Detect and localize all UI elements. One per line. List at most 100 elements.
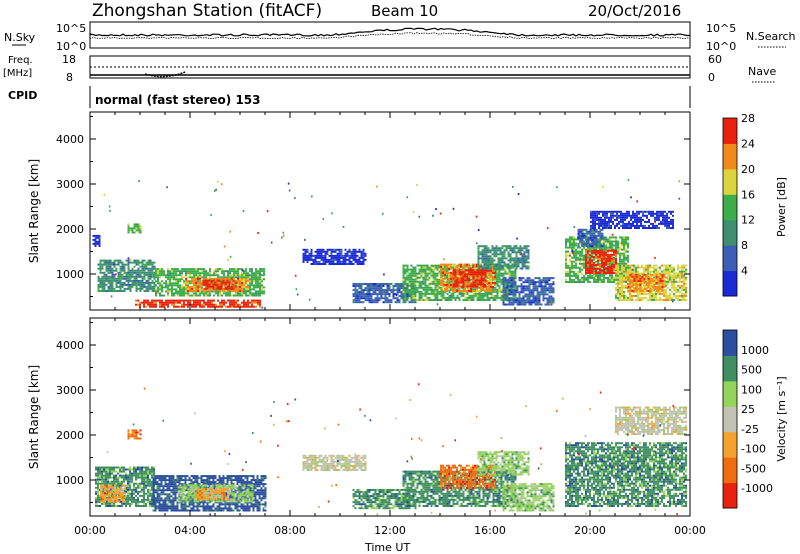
power-region xyxy=(477,245,530,270)
colorbar-tick-label: 100 xyxy=(741,383,762,396)
power-region xyxy=(97,259,156,292)
colorbar-segment xyxy=(723,270,737,297)
colorbar-tick-label: 500 xyxy=(741,364,762,377)
x-tick-label: 08:00 xyxy=(274,524,306,537)
colorbar-tick-label: 20 xyxy=(741,163,755,176)
nsky-label: N.Sky xyxy=(4,31,36,44)
power-region xyxy=(135,299,261,308)
nsky-line xyxy=(89,27,691,37)
colorbar-frame xyxy=(722,329,738,509)
rti-panels: 1000 2000 3000 4000 Slant Range [km] 4 8 12 16 20… xyxy=(27,111,788,537)
colorbar-title: Power [dB] xyxy=(775,177,788,237)
colorbar-tick-label: 1000 xyxy=(741,344,769,357)
colorbar-segment xyxy=(723,482,737,509)
y-tick-label: 1000 xyxy=(56,474,84,487)
y-tick-label: 2000 xyxy=(56,223,84,236)
beam-label: Beam 10 xyxy=(371,2,438,20)
colorbar-segment xyxy=(723,330,737,356)
y-tick-label: 4000 xyxy=(56,133,84,146)
colorbar-tick-label: 4 xyxy=(741,265,748,278)
y-tick-label: 2000 xyxy=(56,429,84,442)
nsky-tick-low: 10^0 xyxy=(56,40,86,53)
nsearch-tick-low: 10^0 xyxy=(706,40,736,53)
colorbar-segment xyxy=(723,457,737,484)
velocity-data xyxy=(95,383,687,516)
freq-dip xyxy=(144,71,186,78)
velocity-region xyxy=(565,442,687,507)
power-region xyxy=(452,269,487,288)
colorbar-segment xyxy=(723,168,737,195)
colorbar-title: Velocity [m s⁻¹] xyxy=(775,376,788,461)
velocity-scatter xyxy=(104,383,678,516)
freq-trace xyxy=(90,66,690,78)
nave-label: Nave xyxy=(748,65,776,78)
colorbar-segment xyxy=(723,406,737,433)
y-axis-title: Slant Range [km] xyxy=(27,365,41,469)
x-tick-label: 00:00 xyxy=(674,524,706,537)
velocity-region xyxy=(615,406,687,435)
colorbar-segment xyxy=(723,380,737,407)
colorbar-tick-label: 16 xyxy=(741,188,755,201)
power-region xyxy=(577,228,604,247)
colorbar-tick-label: 12 xyxy=(741,214,755,227)
power-region xyxy=(590,210,674,229)
nsky-trace xyxy=(89,27,691,40)
colorbar-tick-label: 25 xyxy=(741,403,755,416)
power-region xyxy=(627,273,666,292)
velocity-colorbar: 1000 500 100 25 -25 -100 -500 -1000 Velocity [m … xyxy=(722,329,788,509)
freq-label: Freq. xyxy=(8,55,33,66)
power-region xyxy=(127,223,142,234)
velocity-region xyxy=(502,483,555,512)
velocity-panel: 1000 2000 3000 4000 00:00 04:00 08:00 12:00 16:0… xyxy=(27,317,788,537)
colorbar-segment xyxy=(723,118,737,144)
colorbar-tick-label: -100 xyxy=(741,443,766,456)
nsearch-label: N.Search xyxy=(746,30,796,43)
station-title: Zhongshan Station (fitACF) xyxy=(92,1,322,21)
cpid-mode: normal (fast stereo) 153 xyxy=(95,93,261,107)
colorbar-segment xyxy=(723,431,737,458)
velocity-region xyxy=(100,484,126,503)
velocity-region xyxy=(127,429,142,440)
x-axis-title: Time UT xyxy=(364,541,410,554)
nsearch-tick-high: 10^5 xyxy=(706,22,736,35)
velocity-region xyxy=(302,454,367,471)
colorbar-tick-label: 28 xyxy=(741,112,755,125)
colorbar-segment xyxy=(723,219,737,246)
power-scatter xyxy=(103,179,681,309)
colorbar-tick-label: -500 xyxy=(741,462,766,475)
x-tick-label: 20:00 xyxy=(574,524,606,537)
power-panel: 1000 2000 3000 4000 Slant Range [km] 4 8 12 16 20… xyxy=(27,111,788,311)
x-tick-label: 04:00 xyxy=(174,524,206,537)
x-tick-label: 00:00 xyxy=(74,524,106,537)
colorbar-tick-label: -25 xyxy=(741,423,759,436)
colorbar-tick-label: -1000 xyxy=(741,482,773,495)
x-tick-label: 16:00 xyxy=(474,524,506,537)
y-tick-label: 1000 xyxy=(56,268,84,281)
power-region xyxy=(202,279,237,290)
freq-unit-label: [MHz] xyxy=(3,68,32,79)
nave-tick-high: 60 xyxy=(708,53,722,66)
y-tick-label: 3000 xyxy=(56,178,84,191)
colorbar-tick-label: 24 xyxy=(741,137,755,150)
colorbar-segment xyxy=(723,143,737,170)
power-region xyxy=(302,248,367,265)
nsearch-line xyxy=(89,32,691,40)
y-tick-label: 4000 xyxy=(56,339,84,352)
nsky-panel: N.Sky 10^5 10^0 N.Search 10^5 10^0 xyxy=(4,21,796,53)
cpid-label: CPID xyxy=(8,89,37,102)
freq-tick-low: 8 xyxy=(66,71,73,84)
nave-tick-low: 0 xyxy=(708,71,715,84)
power-colorbar: 4 8 12 16 20 24 28 Power [dB] xyxy=(722,112,788,297)
power-region xyxy=(352,283,417,304)
power-region xyxy=(92,234,101,247)
x-tick-label: 12:00 xyxy=(374,524,406,537)
colorbar-segment xyxy=(723,245,737,272)
velocity-region xyxy=(195,488,229,501)
colorbar-segment xyxy=(723,194,737,221)
freq-tick-high: 18 xyxy=(62,53,76,66)
freq-panel: Freq. [MHz] 18 8 Nave 60 0 xyxy=(3,53,776,84)
nsky-tick-high: 10^5 xyxy=(56,22,86,35)
y-tick-label: 3000 xyxy=(56,384,84,397)
date-label: 20/Oct/2016 xyxy=(588,2,681,20)
